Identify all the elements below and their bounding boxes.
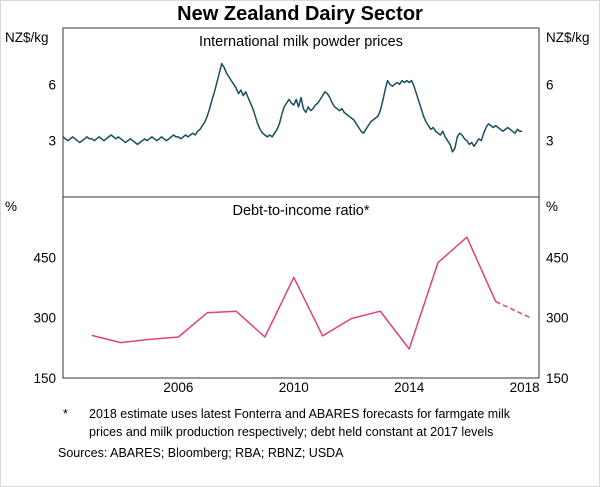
x-tick-label: 2006 <box>163 380 193 395</box>
y-tick-label-left: 3 <box>48 134 56 149</box>
footnote-text: 2018 estimate uses latest Fonterra and A… <box>89 407 511 439</box>
chart-title: New Zealand Dairy Sector <box>177 3 423 25</box>
x-tick-label: 2018 <box>510 380 540 395</box>
footnote-marker: * <box>63 407 68 421</box>
y-tick-label-right: 450 <box>546 250 569 265</box>
unit-label-left-bottom: % <box>5 199 17 214</box>
debt-to-income-estimate-line <box>495 300 531 319</box>
x-tick-label: 2010 <box>279 380 309 395</box>
y-tick-label-right: 150 <box>546 371 569 386</box>
unit-label-right-top: NZ$/kg <box>546 30 590 45</box>
unit-label-left-top: NZ$/kg <box>5 30 49 45</box>
sources-text: Sources: ABARES; Bloomberg; RBA; RBNZ; U… <box>58 446 344 460</box>
panel-title-top: International milk powder prices <box>199 34 403 50</box>
panel-title-bottom: Debt-to-income ratio* <box>233 203 370 219</box>
debt-to-income-line <box>91 236 497 350</box>
milk-powder-price-line <box>62 62 523 153</box>
y-tick-label-left: 150 <box>33 371 56 386</box>
dairy-sector-chart: 3 3 6 6 International milk powder prices NZ$/… <box>5 27 590 395</box>
unit-label-right-bottom: % <box>546 199 558 214</box>
plot-border <box>62 27 540 379</box>
y-tick-label-left: 450 <box>33 250 56 265</box>
y-tick-label-left: 6 <box>48 77 56 92</box>
y-tick-label-right: 3 <box>546 134 554 149</box>
y-tick-label-left: 300 <box>33 311 56 326</box>
x-tick-label: 2014 <box>394 380 425 395</box>
footnote: * 2018 estimate uses latest Fonterra and… <box>63 406 599 441</box>
y-tick-label-right: 6 <box>546 77 554 92</box>
y-tick-label-right: 300 <box>546 311 569 326</box>
